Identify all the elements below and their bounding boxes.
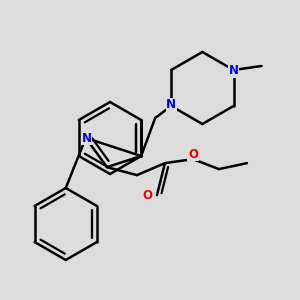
Text: N: N [229, 64, 238, 77]
Text: N: N [166, 98, 176, 112]
Text: N: N [82, 131, 92, 145]
Text: O: O [142, 189, 152, 202]
Text: O: O [188, 148, 198, 160]
